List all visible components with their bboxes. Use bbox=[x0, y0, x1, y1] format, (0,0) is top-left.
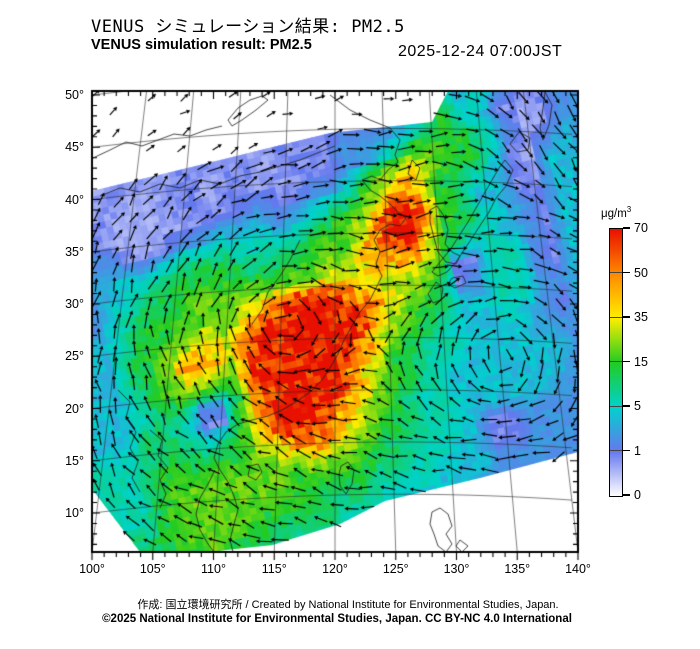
colorbar-tick-label: 35 bbox=[634, 310, 648, 324]
lon-tick-label: 110° bbox=[201, 562, 226, 576]
lat-tick-label: 25° bbox=[65, 349, 84, 364]
lat-tick-label: 40° bbox=[65, 192, 84, 207]
timestamp-label: 2025-12-24 07:00JST bbox=[398, 43, 563, 60]
lat-tick-label: 45° bbox=[65, 140, 84, 155]
colorbar-divider bbox=[610, 272, 622, 273]
colorbar-tick-label: 50 bbox=[634, 265, 648, 280]
figure-title-english: VENUS simulation result: PM2.5 bbox=[91, 37, 312, 53]
lon-tick-label: 100° bbox=[79, 562, 105, 576]
colorbar-tick-label: 5 bbox=[634, 399, 641, 413]
lon-tick-label: 105° bbox=[139, 562, 166, 576]
lat-tick-label: 30° bbox=[65, 297, 84, 311]
colorbar-tick-label: 0 bbox=[634, 488, 641, 502]
colorbar-tick-mark bbox=[623, 316, 630, 318]
lon-tick-label: 140° bbox=[565, 562, 591, 576]
colorbar-divider bbox=[610, 450, 622, 451]
footer-credit: 作成: 国立環境研究所 / Created by National Instit… bbox=[137, 599, 559, 611]
colorbar-divider bbox=[610, 316, 622, 318]
colorbar-divider bbox=[610, 405, 622, 407]
colorbar-tick-mark bbox=[623, 449, 630, 452]
colorbar-tick-label: 1 bbox=[634, 443, 641, 458]
lon-tick-label: 125° bbox=[382, 562, 409, 576]
colorbar-tick-mark bbox=[623, 271, 630, 274]
colorbar-unit-label: μg/m3 bbox=[601, 205, 632, 220]
colorbar-tick-mark bbox=[623, 360, 630, 363]
lon-tick-label: 115° bbox=[261, 562, 287, 576]
lon-tick-label: 135° bbox=[504, 562, 531, 576]
lat-tick-label: 20° bbox=[65, 401, 84, 416]
lat-tick-label: 10° bbox=[65, 506, 84, 520]
lat-tick-label: 50° bbox=[65, 88, 84, 102]
colorbar-tick-label: 15 bbox=[634, 354, 648, 369]
colorbar-tick-label: 70 bbox=[634, 221, 648, 235]
footer-license: ©2025 National Institute for Environment… bbox=[102, 613, 572, 625]
lat-tick-label: 15° bbox=[65, 453, 84, 468]
colorbar-tick-mark bbox=[623, 405, 630, 407]
colorbar-tick-mark bbox=[623, 227, 630, 229]
lon-tick-label: 130° bbox=[443, 562, 470, 576]
lon-tick-label: 120° bbox=[322, 562, 348, 576]
colorbar-tick-mark bbox=[623, 494, 630, 496]
colorbar-divider bbox=[610, 361, 622, 362]
figure-title-japanese: VENUS シミュレーション結果: PM2.5 bbox=[91, 17, 405, 37]
colorbar bbox=[609, 228, 623, 497]
lat-tick-label: 35° bbox=[65, 244, 84, 259]
